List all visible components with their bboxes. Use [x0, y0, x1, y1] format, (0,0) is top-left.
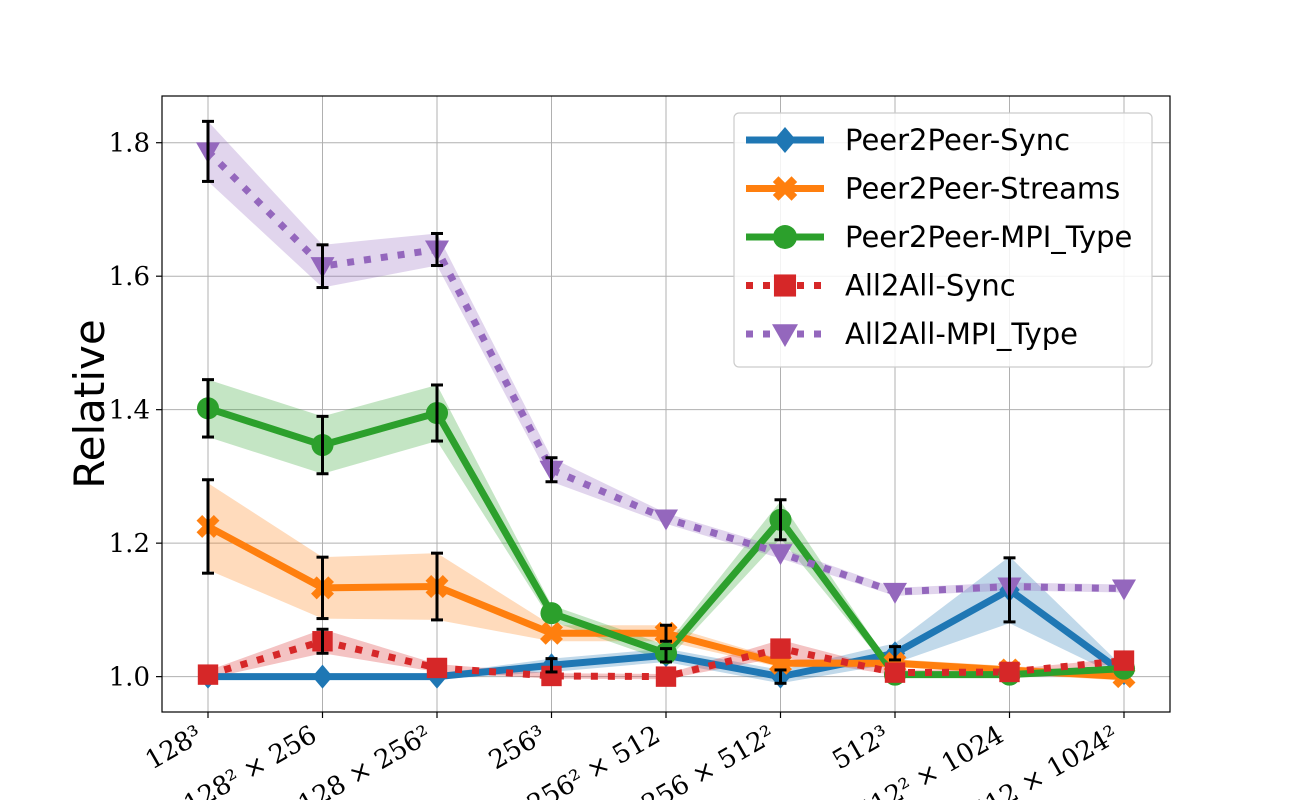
- marker-x: [772, 176, 798, 201]
- line-all2all-sync: [207, 637, 1125, 681]
- error-bar: [431, 231, 443, 268]
- y-tick-label: 1.6: [109, 262, 150, 292]
- y-tick-label: 1.8: [109, 129, 150, 159]
- error-bar: [431, 383, 443, 443]
- error-bar: [316, 627, 329, 655]
- y-tick-label: 1.4: [109, 396, 150, 426]
- legend-label: All2All-MPI_Type: [845, 317, 1078, 351]
- marker-triangle-down: [654, 509, 678, 531]
- error-bar: [202, 378, 214, 439]
- marker-square: [1113, 650, 1135, 671]
- x-tick-label: 512³: [827, 720, 894, 776]
- x-tick-label: 256 × 512²: [637, 720, 780, 800]
- error-bar: [660, 647, 672, 664]
- marker-triangle-down: [772, 324, 798, 347]
- marker-circle: [773, 225, 797, 249]
- legend: Peer2Peer-Sync Peer2Peer-Streams Peer2Peer…: [733, 112, 1153, 368]
- marker-circle: [540, 602, 563, 625]
- x-tick-label: 128 × 256²: [293, 720, 436, 800]
- marker-square: [999, 661, 1020, 683]
- error-bars: [202, 119, 1016, 685]
- error-bar: [202, 478, 214, 575]
- x-tick-label: 128³: [140, 720, 207, 776]
- marker-square: [426, 657, 448, 679]
- marker-square: [655, 666, 677, 687]
- y-axis-label: Relative: [65, 319, 114, 488]
- marker-square: [197, 664, 219, 685]
- error-bar: [431, 551, 443, 622]
- error-bar: [774, 668, 787, 685]
- marker-x-stroke: [540, 621, 563, 645]
- error-bar: [660, 623, 672, 643]
- band-peer2peer-mpi_type: [208, 379, 1124, 678]
- marker-triangle-down: [883, 582, 907, 604]
- error-bar: [316, 555, 329, 621]
- legend-label: Peer2Peer-MPI_Type: [845, 220, 1132, 254]
- error-bar: [1003, 556, 1016, 624]
- marker-x: [540, 621, 563, 645]
- y-tick-label: 1.0: [109, 663, 150, 693]
- x-tick-label: 256³: [484, 720, 551, 776]
- marker-square: [770, 638, 791, 659]
- x-tick-label: 128² × 256: [179, 720, 322, 800]
- error-bar: [545, 456, 558, 484]
- error-bar: [774, 498, 787, 542]
- marker-diamond: [312, 664, 333, 689]
- error-bar: [545, 657, 558, 674]
- x-tick-label: 256² × 512: [522, 720, 665, 800]
- error-bar: [316, 243, 329, 290]
- marker-triangle-down: [1112, 579, 1136, 601]
- marker-triangle-down: [768, 544, 793, 566]
- error-bar: [202, 119, 214, 183]
- marker-square: [773, 274, 797, 297]
- marker-square: [884, 662, 906, 683]
- legend-label: Peer2Peer-Streams: [845, 172, 1120, 206]
- legend-label: All2All-Sync: [845, 269, 1016, 303]
- legend-box: [733, 112, 1153, 368]
- legend-label: Peer2Peer-Sync: [845, 123, 1070, 157]
- marker-diamond: [773, 127, 797, 153]
- y-tick-label: 1.2: [109, 529, 150, 559]
- marker-x-stroke: [772, 176, 798, 201]
- error-bar: [889, 645, 901, 662]
- error-bar: [316, 414, 329, 476]
